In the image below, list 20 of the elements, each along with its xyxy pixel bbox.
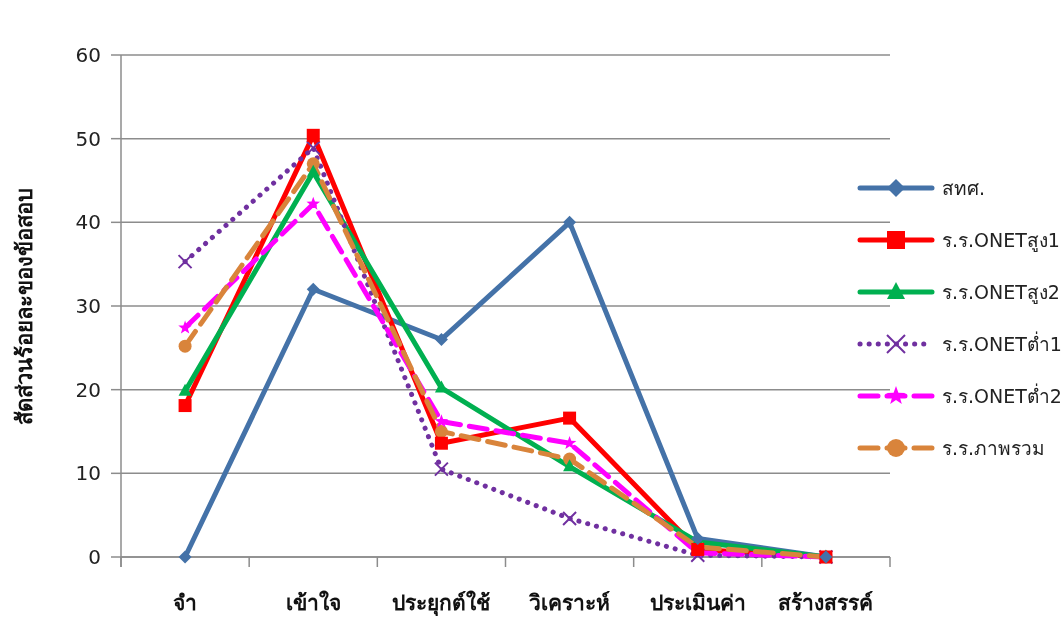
y-tick-label: 50: [75, 126, 101, 151]
x-tick-label: ประยุกต์ใช้: [392, 590, 491, 617]
legend-label: ร.ร.ONETสูง1: [942, 229, 1060, 252]
y-tick-label: 30: [75, 294, 101, 318]
legend-label: ร.ร.ONETสูง2: [942, 281, 1060, 304]
legend-label: ร.ร.ONETต่ำ2: [942, 383, 1062, 407]
x-tick-label: จำ: [173, 591, 198, 615]
y-tick-label: 60: [75, 43, 101, 67]
y-axis-title: สัดส่วนร้อยละของข้อสอบ: [12, 187, 37, 425]
legend-label: ร.ร.ภาพรวม: [942, 437, 1046, 459]
y-tick-label: 10: [75, 461, 101, 486]
x-tick-label: วิเคราะห์: [528, 591, 611, 615]
y-tick-label: 0: [88, 545, 101, 569]
legend-label: สทศ.: [942, 177, 986, 199]
x-tick-label: ประเมินค่า: [649, 591, 746, 615]
x-tick-label: เข้าใจ: [285, 590, 341, 615]
legend-label: ร.ร.ONETต่ำ1: [942, 331, 1062, 355]
y-tick-label: 20: [75, 377, 101, 402]
y-tick-label: 40: [75, 210, 101, 235]
x-tick-label: สร้างสรรค์: [778, 591, 874, 615]
